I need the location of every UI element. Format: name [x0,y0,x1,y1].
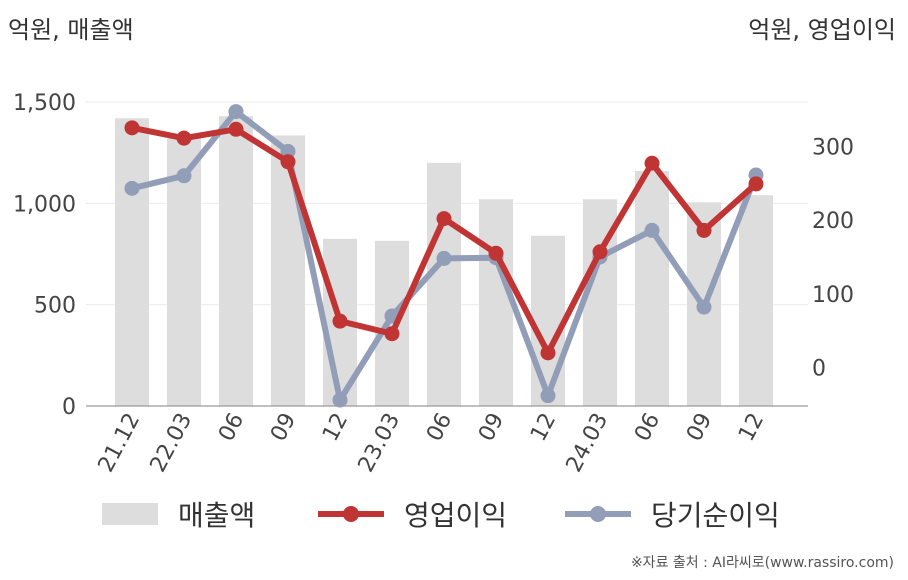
point-series-1-11 [696,222,712,238]
x-tick-label-6: 06 [422,409,457,445]
point-series-1-0 [124,120,140,136]
point-series-1-8 [540,345,556,361]
x-tick-label-0: 21.12 [94,409,146,476]
point-series-2-2 [228,104,244,120]
point-series-1-6 [436,211,452,227]
right-tick-label-2: 200 [812,209,854,234]
point-series-2-6 [436,250,452,266]
point-series-1-9 [592,244,608,260]
x-tick-label-10: 06 [630,409,665,445]
point-series-1-10 [644,155,660,171]
x-tick-label-5: 23.03 [354,409,406,476]
legend-label-operating-profit: 영업이익 [404,499,508,532]
left-axis-unit-label: 억원, 매출액 [8,16,134,44]
point-series-1-3 [280,154,296,170]
left-tick-label-2: 1,000 [13,192,76,217]
legend-label-sales: 매출액 [178,499,256,532]
left-tick-label-3: 1,500 [13,91,76,116]
x-tick-label-9: 24.03 [562,409,614,476]
bar-sales-0 [115,118,149,407]
source-note: ※자료 출처 : AI라씨로(www.rassiro.com) [630,555,894,571]
x-tick-label-1: 22.03 [146,409,198,476]
bar-sales-10 [635,170,669,406]
x-tick-label-12: 12 [734,409,769,445]
x-tick-label-7: 09 [474,409,509,445]
right-tick-label-3: 300 [812,135,854,160]
bar-sales-8 [531,235,565,406]
bar-sales-2 [219,116,253,406]
point-series-1-4 [332,313,348,329]
point-series-1-7 [488,245,504,261]
right-axis-unit-label: 억원, 영업이익 [748,16,896,44]
point-series-2-1 [176,168,192,184]
x-tick-label-8: 12 [526,409,561,445]
point-series-1-5 [384,326,400,342]
bar-sales-3 [271,135,305,406]
legend-item-sales: 매출액 [102,492,255,536]
legend: 매출액 영업이익 당기순이익 [0,492,908,536]
x-tick-label-2: 06 [214,409,249,445]
legend-swatch-net-income [565,503,631,525]
point-series-2-10 [644,222,660,238]
legend-item-net-income: 당기순이익 [565,492,780,536]
point-series-2-11 [696,299,712,315]
point-series-2-8 [540,388,556,404]
point-series-1-12 [748,176,764,192]
combo-chart: 0 500 1,000 1,500 0 100 200 300 21.12 22.03 06 09 12… [13,91,854,476]
left-tick-label-0: 0 [62,395,76,420]
legend-item-operating-profit: 영업이익 [318,492,507,536]
legend-label-net-income: 당기순이익 [651,499,780,532]
bar-sales-6 [427,162,461,406]
right-tick-label-1: 100 [812,283,854,308]
legend-swatch-sales [102,503,158,525]
bar-sales-7 [479,199,513,406]
point-series-2-0 [124,180,140,196]
x-tick-label-3: 09 [266,409,301,445]
right-tick-label-0: 0 [812,357,826,382]
bar-sales-12 [739,195,773,406]
x-tick-label-11: 09 [682,409,717,445]
point-series-2-4 [332,392,348,408]
point-series-2-3 [280,143,296,159]
point-series-1-1 [176,130,192,146]
point-series-1-2 [228,121,244,137]
x-tick-label-4: 12 [318,409,353,445]
left-tick-label-1: 500 [34,294,76,319]
legend-swatch-operating-profit [318,503,384,525]
